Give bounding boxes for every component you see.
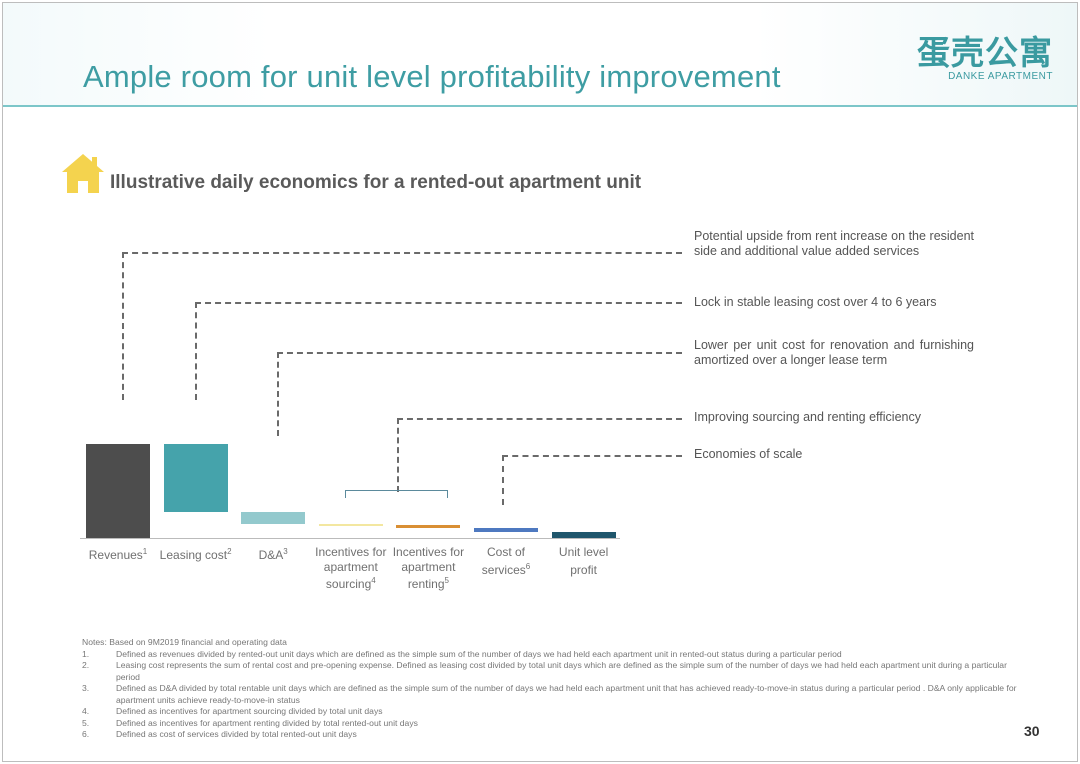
- bar-7: [551, 532, 616, 538]
- page-number: 30: [1024, 723, 1040, 739]
- x-label-text: Incentives for apartment renting: [392, 545, 465, 591]
- footnotes: Notes: Based on 9M2019 financial and ope…: [82, 637, 1032, 741]
- bar-6: [474, 527, 538, 533]
- x-label: Unit level profit: [545, 545, 623, 577]
- connector-cost: [502, 455, 682, 505]
- x-label-text: Unit level profit: [558, 545, 609, 577]
- x-label-text: Revenues: [88, 548, 143, 562]
- x-label: Incentives for apartment sourcing4: [312, 545, 390, 592]
- x-label-footnote: 1: [142, 547, 148, 556]
- bar-3: [241, 511, 306, 524]
- x-axis: [80, 538, 620, 539]
- annotation-cost: Economies of scale: [694, 447, 803, 461]
- footnote: 5. Defined as incentives for apartment re…: [82, 718, 1032, 730]
- chart-subtitle: Illustrative daily economics for a rente…: [110, 172, 642, 193]
- logo-chinese: 蛋壳公寓: [917, 34, 1053, 71]
- footnote-number: 2.: [82, 660, 90, 670]
- slide-title: Ample room for unit level profitability …: [83, 59, 781, 94]
- logo-english: DANKE APARTMENT: [948, 71, 1053, 82]
- footnote-text: Defined as incentives for apartment rent…: [116, 717, 418, 728]
- footnote-text: Leasing cost represents the sum of renta…: [116, 660, 1007, 682]
- slide-header: Ample room for unit level profitability …: [3, 3, 1077, 107]
- connector-leasing: [195, 302, 682, 400]
- annotation-da: Lower per unit cost for renovation and f…: [694, 338, 974, 367]
- connector-incentives: [397, 418, 682, 492]
- footnote-number: 6.: [82, 729, 90, 739]
- bar-1: [86, 444, 150, 538]
- x-label: Revenues1: [79, 545, 157, 563]
- footnote-text: Defined as incentives for apartment sour…: [116, 706, 383, 716]
- footnote-number: 1.: [82, 648, 90, 659]
- footnote-text: Defined as revenues divided by rented-ou…: [116, 648, 842, 659]
- x-label-text: Incentives for apartment sourcing: [315, 545, 387, 591]
- footnote: 6. Defined as cost of services divided by…: [82, 729, 1032, 741]
- footnote-number: 4.: [82, 706, 90, 716]
- annotation-revenues: Potential upside from rent increase on t…: [694, 229, 974, 258]
- bar-2: [163, 444, 228, 512]
- x-label-footnote: 4: [371, 576, 376, 585]
- footnote-number: 5.: [82, 717, 90, 728]
- house-icon: [62, 154, 104, 193]
- annotation-incentives: Improving sourcing and renting efficienc…: [694, 410, 921, 424]
- footnote: 4. Defined as incentives for apartment so…: [82, 706, 1032, 718]
- notes-header: Notes: Based on 9M2019 financial and ope…: [82, 637, 287, 647]
- x-label-text: Cost of services: [481, 545, 526, 577]
- x-label-footnote: 6: [525, 561, 531, 571]
- footnote: 1. Defined as revenues divided by rented-…: [82, 649, 1032, 661]
- footnote-text: Defined as D&A divided by total rentable…: [116, 683, 1017, 705]
- x-label-footnote: 5: [444, 576, 449, 585]
- x-label: Cost of services6: [467, 545, 545, 577]
- x-label-text: D&A: [258, 548, 284, 562]
- x-label: Leasing cost2: [157, 545, 235, 563]
- x-label: D&A3: [234, 545, 312, 563]
- x-label-text: Leasing cost: [159, 548, 228, 562]
- x-label-footnote: 3: [283, 547, 288, 556]
- incentives-bracket: [345, 490, 448, 498]
- footnote: 2. Leasing cost represents the sum of ren…: [82, 660, 1032, 683]
- bar-4: [318, 523, 383, 526]
- annotation-leasing: Lock in stable leasing cost over 4 to 6 …: [694, 295, 937, 309]
- bar-5: [396, 524, 461, 528]
- danke-logo: 蛋壳公寓 DANKE APARTMENT: [903, 34, 1053, 83]
- x-label-footnote: 2: [227, 547, 232, 556]
- x-label: Incentives for apartment renting5: [389, 545, 467, 592]
- footnote-number: 3.: [82, 683, 90, 693]
- footnote-text: Defined as cost of services divided by t…: [116, 729, 357, 739]
- connector-revenues: [122, 252, 682, 400]
- connector-da: [277, 352, 682, 436]
- footnote: 3. Defined as D&A divided by total rentab…: [82, 683, 1032, 706]
